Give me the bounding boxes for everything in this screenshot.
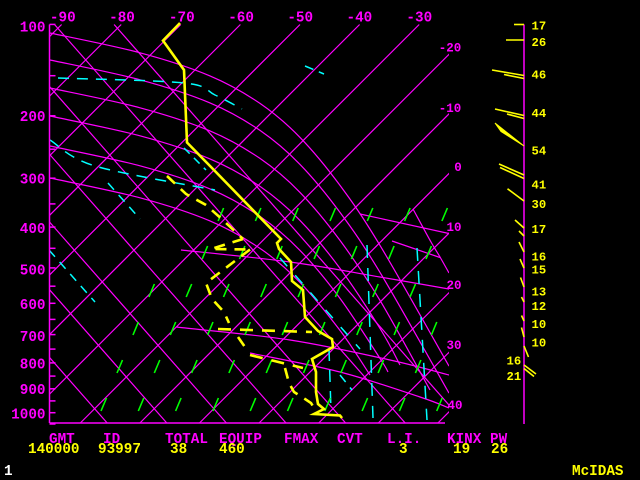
svg-text:10: 10: [532, 318, 547, 332]
svg-text:15: 15: [532, 264, 547, 278]
svg-text:KINX: KINX: [447, 432, 482, 448]
svg-text:-70: -70: [169, 11, 195, 27]
svg-text:0: 0: [454, 161, 462, 175]
svg-text:-80: -80: [109, 11, 135, 27]
svg-text:-30: -30: [406, 11, 432, 27]
svg-text:-40: -40: [347, 11, 373, 27]
svg-text:30: 30: [532, 198, 547, 212]
svg-text:21: 21: [507, 370, 522, 384]
svg-text:TOTAL: TOTAL: [165, 432, 208, 448]
svg-text:CVT: CVT: [337, 432, 363, 448]
svg-text:41: 41: [532, 179, 547, 193]
svg-text:54: 54: [532, 145, 547, 159]
svg-text:1000: 1000: [11, 408, 45, 424]
svg-text:1: 1: [4, 464, 13, 480]
svg-text:FMAX: FMAX: [284, 432, 319, 448]
svg-text:10: 10: [532, 337, 547, 351]
svg-text:600: 600: [20, 298, 46, 314]
svg-text:400: 400: [20, 222, 46, 238]
svg-text:-90: -90: [50, 11, 76, 27]
svg-text:40: 40: [447, 399, 462, 413]
svg-text:12: 12: [532, 300, 547, 314]
svg-text:93997: 93997: [98, 442, 141, 458]
svg-text:19: 19: [453, 442, 470, 458]
svg-text:300: 300: [20, 173, 46, 189]
svg-text:38: 38: [170, 442, 187, 458]
svg-text:200: 200: [20, 110, 46, 126]
svg-text:30: 30: [446, 339, 461, 353]
svg-text:140000: 140000: [28, 442, 79, 458]
svg-text:16: 16: [507, 354, 522, 368]
svg-text:-20: -20: [439, 42, 462, 56]
svg-text:GMT: GMT: [49, 432, 75, 448]
svg-text:900: 900: [20, 383, 46, 399]
svg-text:16: 16: [532, 251, 547, 265]
svg-text:McIDAS: McIDAS: [572, 464, 624, 480]
svg-text:20: 20: [446, 279, 461, 293]
svg-text:26: 26: [532, 36, 547, 50]
svg-text:-50: -50: [287, 11, 313, 27]
svg-text:13: 13: [532, 286, 547, 300]
svg-text:L.I.: L.I.: [387, 432, 421, 448]
svg-text:44: 44: [532, 107, 547, 121]
svg-text:-60: -60: [228, 11, 254, 27]
svg-text:100: 100: [20, 21, 46, 37]
svg-text:ID: ID: [103, 432, 121, 448]
svg-text:46: 46: [532, 69, 547, 83]
svg-text:EQUIP: EQUIP: [219, 432, 262, 448]
svg-text:500: 500: [20, 264, 46, 280]
svg-text:10: 10: [446, 221, 461, 235]
svg-text:-10: -10: [439, 102, 462, 116]
svg-text:800: 800: [20, 357, 46, 373]
svg-text:700: 700: [20, 330, 46, 346]
svg-text:17: 17: [532, 223, 547, 237]
svg-text:26: 26: [491, 442, 508, 458]
svg-text:17: 17: [532, 20, 547, 34]
svg-text:460: 460: [219, 442, 245, 458]
svg-text:3: 3: [399, 442, 408, 458]
svg-text:PW: PW: [490, 432, 508, 448]
